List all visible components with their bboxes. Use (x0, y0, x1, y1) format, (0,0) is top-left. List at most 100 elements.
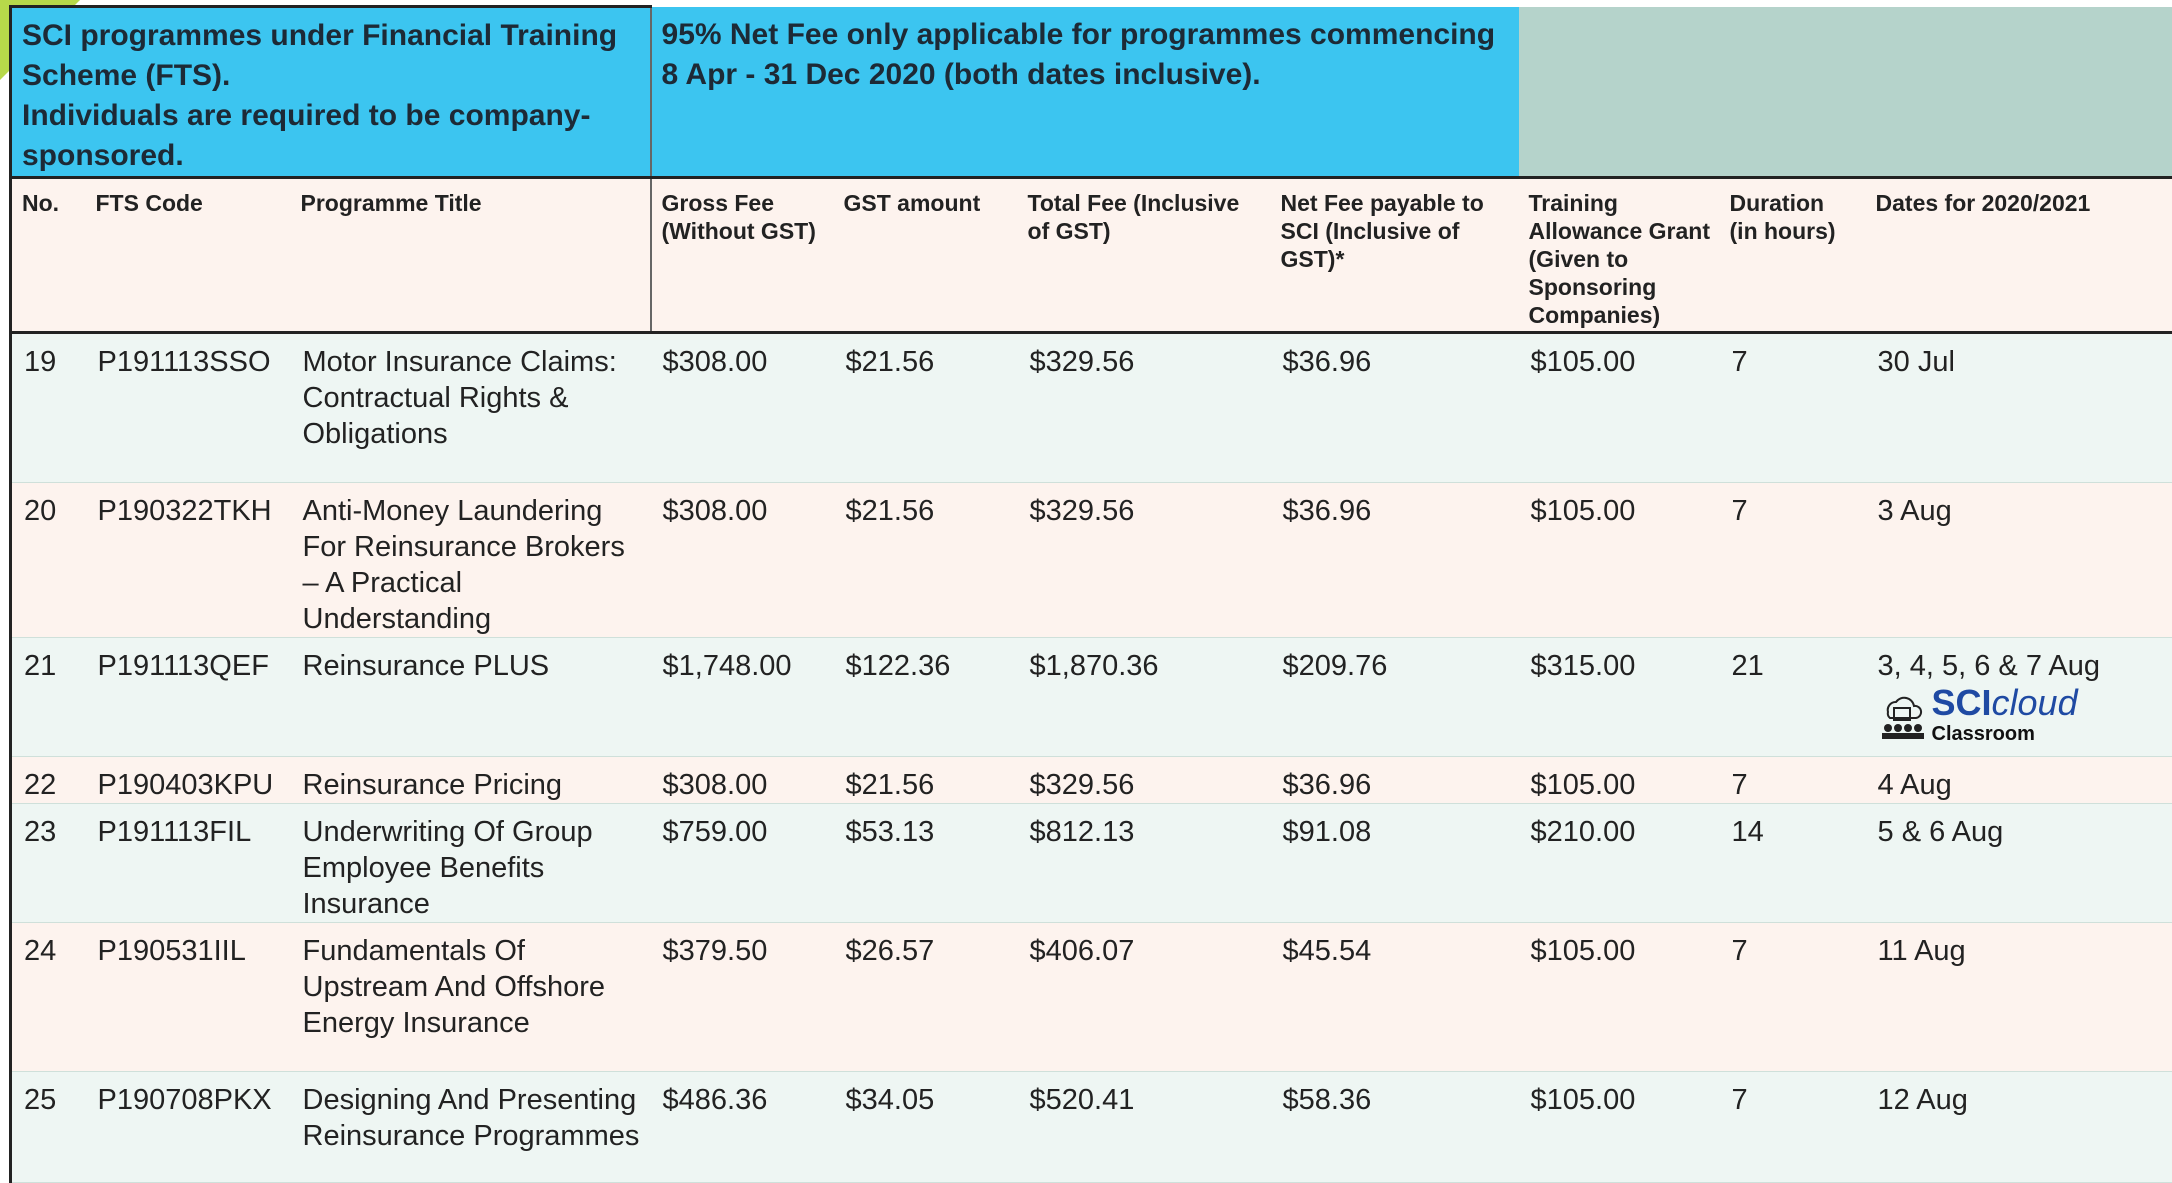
column-header: Dates for 2020/2021 (1866, 178, 2172, 333)
table-cell: $105.00 (1519, 333, 1720, 483)
badge-icon (1878, 692, 1926, 740)
table-cell: Anti-Money Laundering For Reinsurance Br… (291, 483, 651, 638)
table-cell: $315.00 (1519, 638, 1720, 757)
badge-line: SCIcloud (1932, 688, 2078, 724)
table-cell: 7 (1720, 1072, 1866, 1183)
column-header: FTS Code (86, 178, 291, 333)
column-header: Total Fee (Inclusive of GST) (1018, 178, 1271, 333)
table-cell: P190403KPU (86, 757, 291, 804)
table-cell: P190531IIL (86, 923, 291, 1072)
table-cell: $1,870.36 (1018, 638, 1271, 757)
table-cell: 7 (1720, 483, 1866, 638)
column-header: No. (11, 178, 86, 333)
badge-brand: SCI (1932, 682, 1992, 723)
header-middle: 95% Net Fee only applicable for programm… (651, 7, 1519, 178)
table-cell: $36.96 (1271, 757, 1519, 804)
table-cell: 4 Aug (1866, 757, 2172, 804)
table-cell: 12 Aug (1866, 1072, 2172, 1183)
table-cell: $122.36 (834, 638, 1018, 757)
table-cell: Reinsurance PLUS (291, 638, 651, 757)
table-cell: $329.56 (1018, 483, 1271, 638)
table-cell: $105.00 (1519, 923, 1720, 1072)
table-cell: $105.00 (1519, 1072, 1720, 1183)
table-cell: Motor Insurance Claims: Contractual Righ… (291, 333, 651, 483)
table-cell: $36.96 (1271, 333, 1519, 483)
table-cell: $759.00 (651, 804, 834, 923)
table-cell: 25 (11, 1072, 86, 1183)
table-cell: $34.05 (834, 1072, 1018, 1183)
table-cell: $21.56 (834, 757, 1018, 804)
table-cell: $308.00 (651, 483, 834, 638)
table-cell: $486.36 (651, 1072, 834, 1183)
table-cell: $58.36 (1271, 1072, 1519, 1183)
table-cell: Fundamentals Of Upstream And Offshore En… (291, 923, 651, 1072)
table-cell: Designing And Presenting Reinsurance Pro… (291, 1072, 651, 1183)
table-cell: 14 (1720, 804, 1866, 923)
table-cell: $105.00 (1519, 483, 1720, 638)
table-cell: 21 (11, 638, 86, 757)
table-cell: $21.56 (834, 333, 1018, 483)
table-cell: $91.08 (1271, 804, 1519, 923)
table-cell: P191113QEF (86, 638, 291, 757)
table-cell: P190708PKX (86, 1072, 291, 1183)
column-header: Programme Title (291, 178, 651, 333)
table-cell: $379.50 (651, 923, 834, 1072)
table-cell: 7 (1720, 333, 1866, 483)
table-cell: $812.13 (1018, 804, 1271, 923)
table-cell: 3 Aug (1866, 483, 2172, 638)
table-cell: 21 (1720, 638, 1866, 757)
table-cell: $329.56 (1018, 757, 1271, 804)
table-cell: $36.96 (1271, 483, 1519, 638)
table-cell: Underwriting Of Group Employee Benefits … (291, 804, 651, 923)
table-cell: $21.56 (834, 483, 1018, 638)
table-cell: 23 (11, 804, 86, 923)
column-header: GST amount (834, 178, 1018, 333)
table-cell: $209.76 (1271, 638, 1519, 757)
table-cell: 11 Aug (1866, 923, 2172, 1072)
table-cell: 22 (11, 757, 86, 804)
header-right (1519, 7, 2172, 178)
table-cell: 30 Jul (1866, 333, 2172, 483)
table-cell: P191113FIL (86, 804, 291, 923)
programme-table: SCI programmes under Financial Training … (9, 5, 2172, 1183)
table-cell: P191113SSO (86, 333, 291, 483)
table-cell: 24 (11, 923, 86, 1072)
table-cell: $210.00 (1519, 804, 1720, 923)
table-cell: $53.13 (834, 804, 1018, 923)
badge-cloud: cloud (1992, 682, 2078, 723)
table-cell: $45.54 (1271, 923, 1519, 1072)
table-cell: 7 (1720, 757, 1866, 804)
column-header: Net Fee payable to SCI (Inclusive of GST… (1271, 178, 1519, 333)
header-left: SCI programmes under Financial Training … (11, 7, 651, 178)
table-cell: $329.56 (1018, 333, 1271, 483)
table-cell: Reinsurance Pricing (291, 757, 651, 804)
table-cell: $308.00 (651, 757, 834, 804)
table-cell: P190322TKH (86, 483, 291, 638)
table-cell: $308.00 (651, 333, 834, 483)
page: SCI programmes under Financial Training … (0, 0, 2172, 1157)
table-cell: $406.07 (1018, 923, 1271, 1072)
table-cell: $26.57 (834, 923, 1018, 1072)
table-cell: 5 & 6 Aug (1866, 804, 2172, 923)
table-cell: 19 (11, 333, 86, 483)
badge-sub: Classroom (1932, 724, 2078, 744)
table-cell: 20 (11, 483, 86, 638)
column-header: Duration (in hours) (1720, 178, 1866, 333)
table-cell: $520.41 (1018, 1072, 1271, 1183)
column-header: Training Allowance Grant (Given to Spons… (1519, 178, 1720, 333)
table-cell: 7 (1720, 923, 1866, 1072)
table-cell: $105.00 (1519, 757, 1720, 804)
top-header: SCI programmes under Financial Training … (11, 7, 2172, 178)
table-cell: $1,748.00 (651, 638, 834, 757)
